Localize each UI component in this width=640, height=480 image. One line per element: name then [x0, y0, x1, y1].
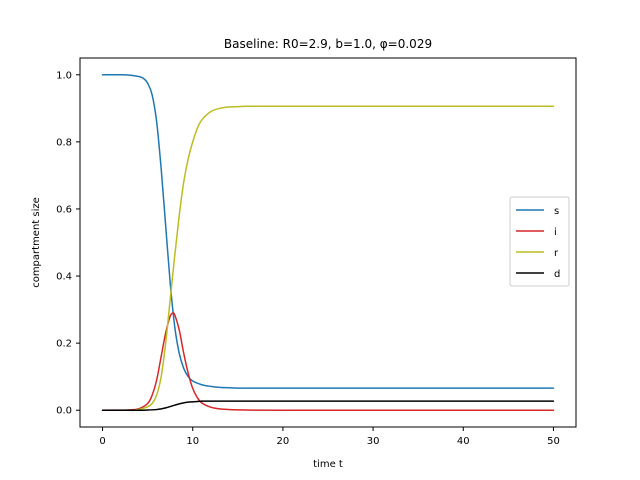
plot-frame [79, 57, 577, 428]
legend-label-i: i [554, 227, 557, 238]
series-line-s [101, 74, 555, 389]
legend-label-r: r [554, 248, 559, 259]
series-line-i [101, 312, 555, 411]
series-line-d [101, 400, 555, 411]
y-tick-label: 0.8 [56, 137, 72, 148]
series-layer [101, 74, 555, 411]
chart-title: Baseline: R0=2.9, b=1.0, φ=0.029 [224, 37, 432, 51]
legend-label-d: d [554, 269, 560, 280]
legend-box [509, 196, 570, 287]
y-tick-label: 0.2 [56, 339, 72, 350]
x-tick-label: 50 [547, 436, 560, 447]
series-line-r [101, 105, 555, 411]
y-axis: 0.0 0.2 0.4 0.6 0.8 1.0 [56, 70, 80, 417]
y-tick-label: 1.0 [56, 70, 72, 81]
legend-label-s: s [554, 206, 559, 217]
x-tick-label: 20 [277, 436, 290, 447]
x-tick-label: 30 [367, 436, 380, 447]
x-axis: 0 10 20 30 40 50 [99, 427, 560, 447]
y-tick-label: 0.6 [56, 204, 72, 215]
y-tick-label: 0.0 [56, 406, 72, 417]
x-axis-label: time t [313, 459, 343, 470]
y-tick-label: 0.4 [56, 272, 72, 283]
x-tick-label: 10 [186, 436, 199, 447]
y-axis-label: compartment size [31, 197, 42, 288]
x-tick-label: 0 [99, 436, 105, 447]
x-tick-label: 40 [457, 436, 470, 447]
